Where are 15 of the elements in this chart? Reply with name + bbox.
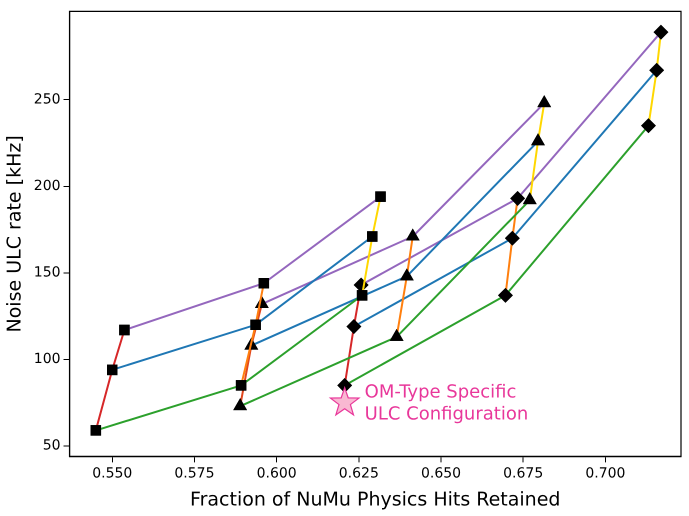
y-tick-label: 200 xyxy=(34,178,61,194)
x-tick-label: 0.700 xyxy=(585,465,626,482)
x-tick-label: 0.575 xyxy=(174,465,214,482)
x-tick-label: 0.625 xyxy=(338,465,379,482)
x-tick-label: 0.600 xyxy=(256,465,297,482)
y-tick-label: 150 xyxy=(34,264,61,280)
y-tick-label: 100 xyxy=(34,351,61,368)
x-tick-label: 0.675 xyxy=(503,465,544,482)
x-axis-title: Fraction of NuMu Physics Hits Retained xyxy=(190,488,560,511)
annotation: OM-Type Specific ULC Configuration xyxy=(364,381,528,424)
y-tick-label: 250 xyxy=(34,91,61,108)
y-axis-title: Noise ULC rate [kHz] xyxy=(3,135,26,333)
y-tick-label: 50 xyxy=(42,438,61,454)
x-tick-label: 0.550 xyxy=(92,465,132,482)
x-tick-label: 0.650 xyxy=(420,465,462,482)
